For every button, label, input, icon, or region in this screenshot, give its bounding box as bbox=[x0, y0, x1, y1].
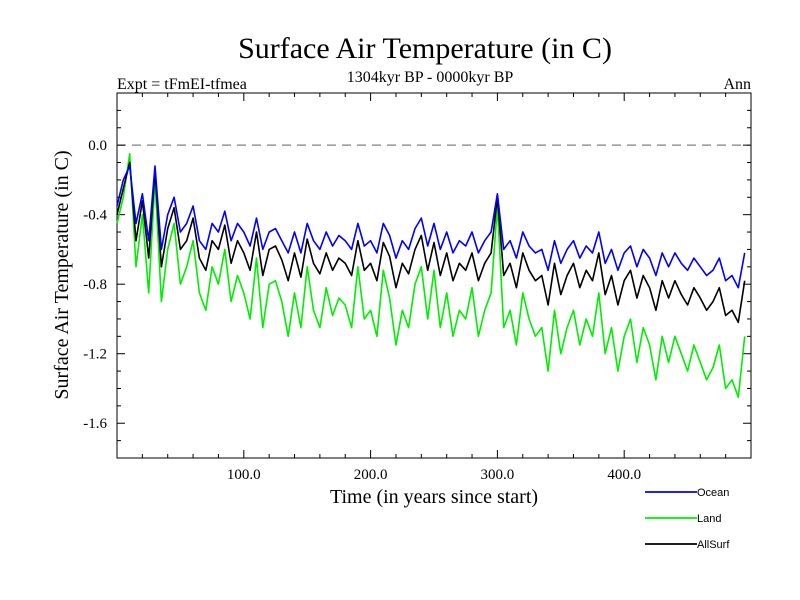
y-axis-label: Surface Air Temperature (in C) bbox=[51, 150, 73, 399]
y-tick-label: -0.8 bbox=[83, 277, 107, 293]
legend: Ocean Land AllSurf bbox=[645, 487, 730, 551]
series-lines bbox=[116, 153, 746, 399]
y-tick-label: -0.4 bbox=[83, 208, 107, 224]
legend-label-land: Land bbox=[697, 513, 721, 525]
x-axis-ticks: 100.0 200.0 300.0 400.0 bbox=[141, 93, 727, 483]
x-tick-label: 200.0 bbox=[354, 467, 388, 483]
chart-subtitle-center: 1304kyr BP - 0000kyr BP bbox=[347, 69, 514, 86]
y-tick-label: -1.6 bbox=[83, 416, 107, 432]
y-axis-ticks: 0.0 -0.4 -0.8 -1.2 -1.6 bbox=[83, 109, 751, 442]
legend-label-ocean: Ocean bbox=[697, 487, 729, 499]
x-tick-label: 400.0 bbox=[607, 467, 641, 483]
series-line-land bbox=[116, 153, 746, 399]
series-line-allsurf bbox=[116, 161, 746, 324]
legend-label-allsurf: AllSurf bbox=[697, 539, 730, 551]
chart-subtitle-right: Ann bbox=[723, 76, 751, 93]
x-tick-label: 300.0 bbox=[481, 467, 515, 483]
x-axis-label: Time (in years since start) bbox=[330, 486, 538, 508]
series-line-ocean bbox=[116, 165, 746, 289]
chart-subtitle-left: Expt = tFmEI-tfmea bbox=[117, 76, 247, 93]
chart-title: Surface Air Temperature (in C) bbox=[238, 32, 612, 65]
y-tick-label: -1.2 bbox=[83, 347, 107, 363]
y-tick-label: 0.0 bbox=[88, 138, 107, 154]
x-tick-label: 100.0 bbox=[227, 467, 261, 483]
